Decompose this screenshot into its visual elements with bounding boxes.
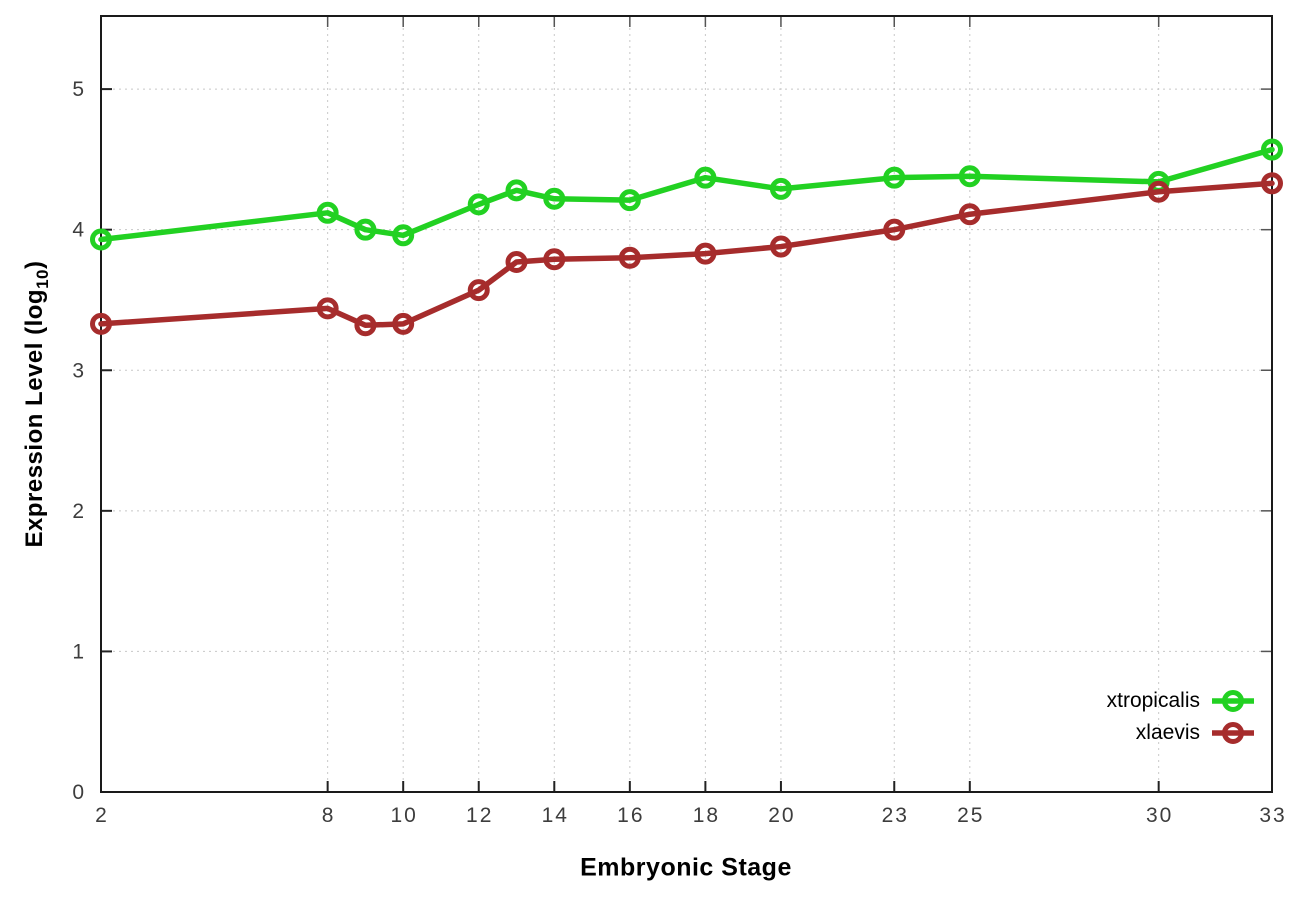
data-point-xtropicalis: [769, 177, 792, 200]
series-line-xtropicalis: [98, 146, 1275, 243]
data-point-xlaevis: [90, 312, 112, 335]
data-point-xlaevis: [316, 297, 339, 320]
data-point-xtropicalis: [505, 179, 528, 202]
x-tick-label: 14: [542, 804, 569, 827]
y-tick-label: 1: [72, 640, 86, 663]
x-tick-label: 30: [1146, 804, 1173, 827]
data-point-xtropicalis: [467, 193, 490, 216]
data-point-xlaevis: [769, 235, 792, 258]
legend-item-xlaevis: xlaevis: [1136, 718, 1257, 748]
legend-label-xtropicalis: xtropicalis: [1106, 689, 1200, 712]
data-point-xtropicalis: [883, 166, 906, 189]
x-tick-label: 18: [693, 804, 720, 827]
data-point-xtropicalis: [543, 187, 566, 210]
y-axis-title-subscript: 10: [32, 269, 52, 289]
data-point-xlaevis: [543, 248, 566, 271]
y-tick-label: 2: [72, 500, 86, 523]
data-point-xlaevis: [1261, 172, 1283, 195]
data-point-xtropicalis: [392, 224, 415, 247]
x-tick-label: 16: [617, 804, 644, 827]
data-point-xlaevis: [1147, 180, 1170, 203]
legend-label-xlaevis: xlaevis: [1135, 721, 1200, 744]
data-point-xtropicalis: [354, 218, 377, 241]
series-line-xlaevis: [98, 180, 1275, 329]
x-tick-label: 25: [957, 804, 984, 827]
x-tick-label: 23: [882, 804, 909, 827]
y-tick-label: 4: [72, 219, 86, 242]
data-point-xlaevis: [958, 203, 981, 226]
data-point-xtropicalis: [618, 189, 641, 212]
plot-border: [100, 15, 1273, 793]
data-point-xlaevis: [694, 242, 717, 265]
data-point-xtropicalis: [90, 228, 112, 251]
data-point-xtropicalis: [694, 166, 717, 189]
x-tick-label: 10: [391, 804, 418, 827]
x-tick-label: 33: [1259, 804, 1286, 827]
data-point-xlaevis: [883, 218, 906, 241]
data-point-xtropicalis: [958, 165, 981, 188]
data-point-xlaevis: [505, 251, 528, 274]
data-point-xlaevis: [618, 246, 641, 269]
data-point-xtropicalis: [1261, 138, 1283, 161]
y-axis-title-close: ): [21, 260, 49, 270]
legend-marker-xlaevis: [1212, 722, 1254, 744]
data-point-xtropicalis: [316, 201, 339, 224]
x-axis-title: Embryonic Stage: [580, 853, 792, 882]
y-tick-label: 3: [72, 359, 86, 382]
x-tick-label: 12: [466, 804, 493, 827]
legend-marker-xtropicalis: [1212, 690, 1254, 712]
data-point-xlaevis: [354, 314, 377, 337]
legend-item-xtropicalis: xtropicalis: [1107, 686, 1257, 716]
x-tick-label: 8: [322, 804, 336, 827]
x-tick-label: 2: [95, 804, 109, 827]
x-tick-label: 20: [768, 804, 795, 827]
data-point-xlaevis: [392, 312, 415, 335]
legend: xtropicalis xlaevis: [1107, 686, 1257, 748]
y-axis-title-text: Expression Level (log: [21, 288, 49, 548]
y-tick-label: 5: [72, 78, 86, 101]
y-axis-title: Expression Level (log10): [21, 261, 53, 548]
y-tick-label: 0: [72, 781, 86, 804]
data-point-xlaevis: [467, 279, 490, 302]
